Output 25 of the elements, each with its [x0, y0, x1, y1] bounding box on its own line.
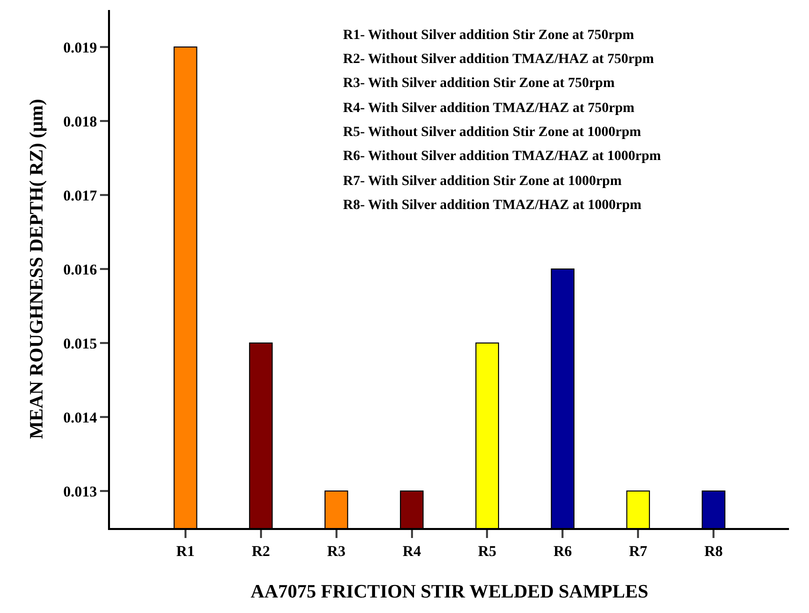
x-tick-label: R5: [478, 544, 496, 560]
y-tick-label: 0.017: [63, 188, 98, 204]
x-tick-label: R4: [402, 544, 422, 560]
x-tick-label: R6: [554, 544, 572, 560]
annotation: R2- Without Silver addition TMAZ/HAZ at 750rpm: [343, 52, 654, 67]
x-tick-label: R3: [327, 544, 346, 560]
y-tick-label: 0.015: [63, 336, 97, 352]
x-axis-title: AA7075 FRICTION STIR WELDED SAMPLES: [250, 581, 648, 602]
x-tick-label: R2: [252, 544, 270, 560]
annotation: R8- With Silver addition TMAZ/HAZ at 1000rpm: [343, 198, 642, 213]
y-axis-title: MEAN ROUGHNESS DEPTH( RZ) (μm): [26, 98, 48, 440]
annotation: R6- Without Silver addition TMAZ/HAZ at 1000rpm: [343, 149, 662, 164]
y-tick-label: 0.019: [63, 40, 97, 56]
y-tick-label: 0.014: [63, 410, 98, 426]
x-tick-label: R1: [176, 544, 195, 560]
annotation: R4- With Silver addition TMAZ/HAZ at 750rpm: [343, 101, 635, 116]
x-tick-label: R8: [704, 544, 723, 560]
y-tick-label: 0.016: [63, 262, 98, 278]
annotation: R1- Without Silver addition Stir Zone at 750rpm: [343, 28, 634, 43]
annotation: R5- Without Silver addition Stir Zone at 1000rpm: [343, 125, 642, 140]
y-tick-label: 0.018: [63, 114, 97, 130]
y-tick-label: 0.013: [63, 484, 97, 500]
annotation: R7- With Silver addition Stir Zone at 1000rpm: [343, 174, 622, 189]
annotation: R3- With Silver addition Stir Zone at 750rpm: [343, 76, 615, 91]
x-tick-label: R7: [628, 544, 648, 560]
